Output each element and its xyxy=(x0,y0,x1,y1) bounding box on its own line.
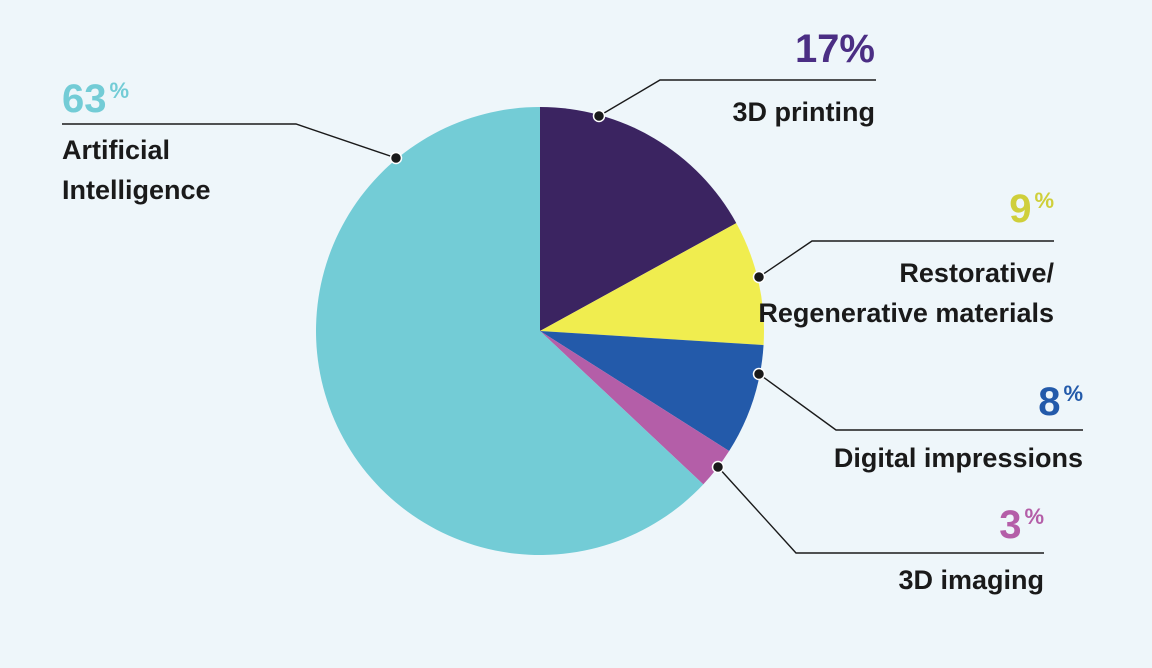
category-label-3: Digital impressions xyxy=(834,443,1083,473)
pie-slice-4 xyxy=(540,331,730,485)
leader-dot-1 xyxy=(592,109,606,123)
pie-slice-1 xyxy=(540,107,737,331)
category-label-2: Restorative/Regenerative materials xyxy=(758,258,1054,328)
leader-dot-2 xyxy=(752,270,766,284)
pie-slice-5 xyxy=(316,107,704,555)
value-label-5: 63% xyxy=(62,77,129,121)
leader-line-2 xyxy=(758,240,1054,278)
value-label-3: 8% xyxy=(1038,380,1083,424)
value-label-4: 3% xyxy=(999,503,1044,547)
pie-slice-2 xyxy=(540,223,765,346)
pie-annotations: 17% 3D printing 9 % Restorative/Regenerative… xyxy=(62,27,1083,595)
leader-line-1 xyxy=(598,79,876,117)
leader-dot-5 xyxy=(389,151,403,165)
category-label-4: 3D imaging xyxy=(898,565,1044,595)
category-label-5: Artificial Intelligence xyxy=(62,135,211,205)
leader-line-4 xyxy=(717,466,1044,554)
category-label-1: 3D printing xyxy=(733,97,876,127)
pie-slices xyxy=(316,107,765,555)
value-label-1: 17% xyxy=(795,27,875,71)
leader-dot-4 xyxy=(711,460,725,474)
leader-dot-3 xyxy=(752,367,766,381)
leader-line-5 xyxy=(62,123,397,159)
value-label-2: 9% xyxy=(1009,187,1054,231)
leader-line-3 xyxy=(758,373,1083,431)
pie-slice-3 xyxy=(540,331,764,452)
